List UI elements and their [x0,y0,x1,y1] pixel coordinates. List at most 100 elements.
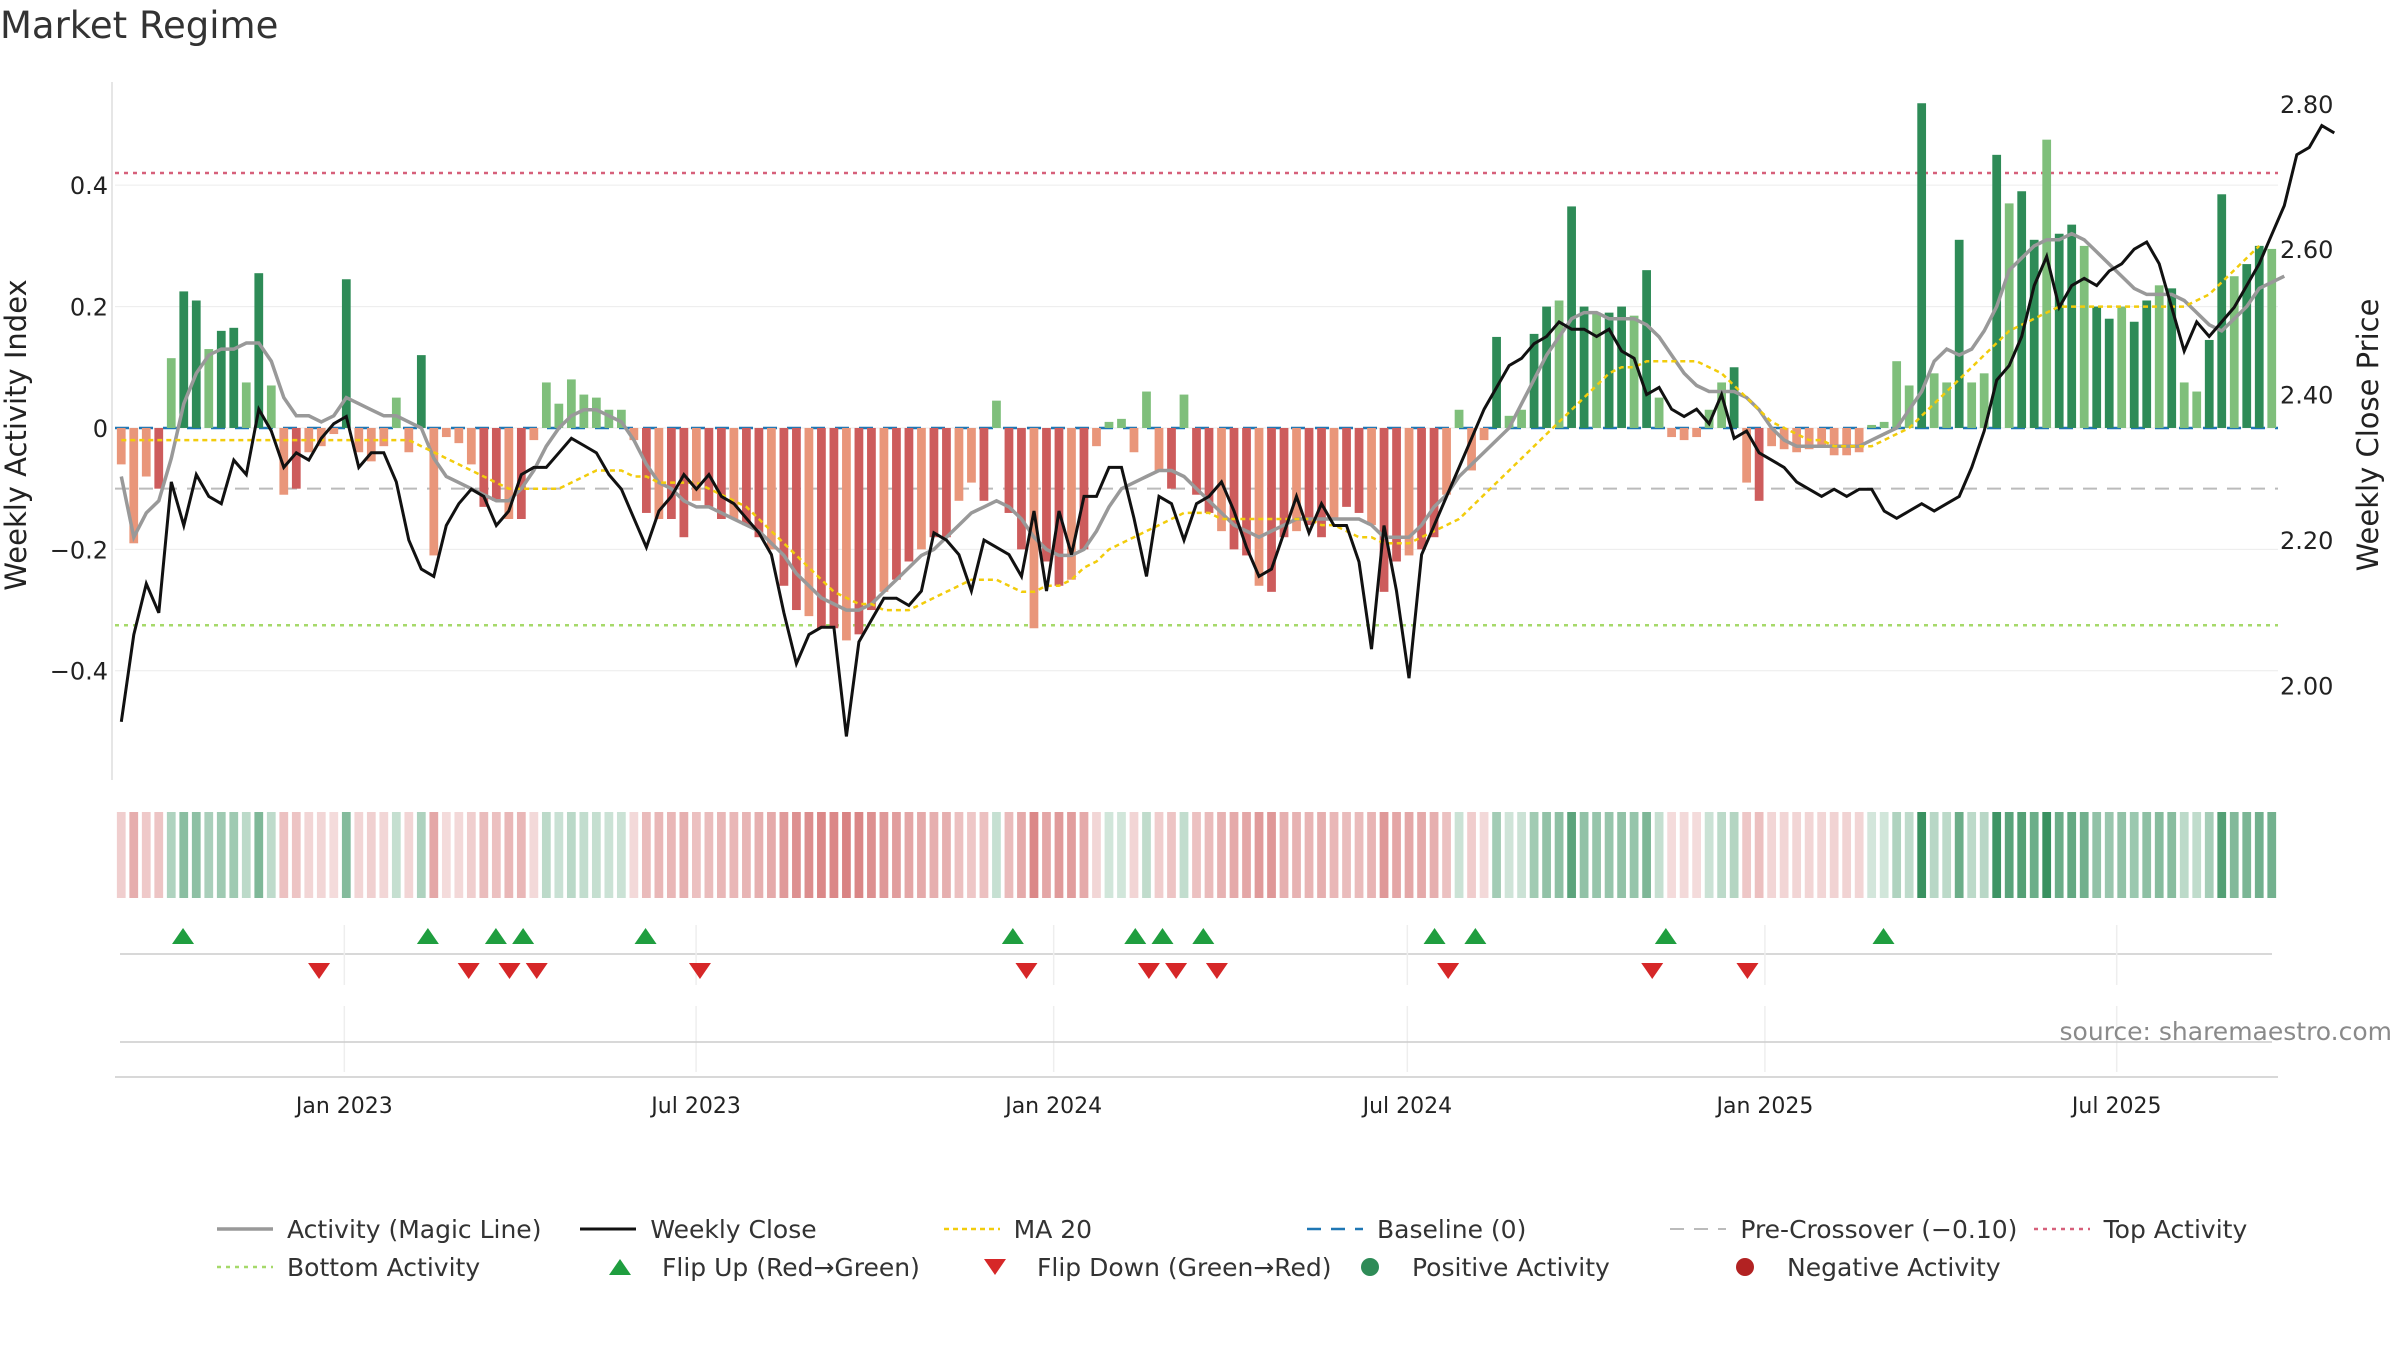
regime-cell [491,812,501,898]
regime-cell [566,812,576,898]
activity-bar [591,397,601,428]
regime-cell [1979,812,1989,898]
activity-bar [1292,427,1301,532]
regime-cell [2079,812,2089,898]
legend-symbol-icon [984,1259,1006,1275]
activity-bar [2129,321,2139,428]
regime-cell [1217,812,1226,898]
activity-bar [566,379,576,428]
legend-item: Weekly Close [578,1215,941,1244]
regime-cell [1804,812,1814,898]
activity-bar [1829,427,1839,456]
activity-bar [1879,421,1889,428]
activity-bar [2042,139,2052,428]
legend-symbol [215,1219,275,1239]
regime-cell [1354,812,1364,898]
activity-bar [1092,427,1101,447]
activity-bar [1517,409,1526,428]
legend-symbol [1340,1257,1400,1277]
activity-bar [1117,418,1126,428]
regime-cell [1017,812,1026,898]
y-axis-label: Weekly Activity Index [0,279,33,590]
legend-symbol [590,1257,650,1277]
regime-cell [579,812,589,898]
regime-cell [2204,812,2214,898]
regime-cell [2067,812,2077,898]
regime-cell [216,812,226,898]
activity-bar [391,397,401,428]
activity-bar [1754,427,1764,501]
regime-cell [717,812,726,898]
activity-bar [2092,306,2102,428]
regime-cell [366,812,376,898]
activity-bar [704,427,714,507]
flip-down-marker [1641,963,1664,979]
activity-bar [2167,288,2177,428]
activity-bar [1967,382,1977,428]
flip-down-marker [525,963,548,979]
legend-symbol-icon [1361,1258,1379,1276]
regime-cell [191,812,201,898]
regime-cell [1829,812,1839,898]
activity-bar [1442,427,1451,495]
activity-bar [1729,367,1739,428]
activity-bar [1042,427,1051,562]
activity-bar [416,355,426,428]
activity-bar [2217,194,2227,428]
regime-cell [379,812,389,898]
regime-cell [1129,812,1139,898]
flip-down-marker [688,963,711,979]
y2-tick-label: 2.80 [2280,91,2333,119]
regime-cell [1154,812,1164,898]
x-tick-label: Jul 2024 [1361,1094,1453,1119]
flip-up-marker [1151,928,1174,944]
regime-cell [1592,812,1601,898]
regime-cell [2217,812,2227,898]
regime-cell [1142,812,1151,898]
legend-symbol [1305,1219,1365,1239]
regime-cell [729,812,739,898]
activity-bar [1179,394,1189,428]
activity-bar [817,427,826,629]
regime-cell [1067,812,1076,898]
activity-bar [717,427,726,520]
activity-bar [1329,427,1339,520]
legend-item: Baseline (0) [1305,1215,1668,1244]
activity-bar [1167,427,1176,489]
activity-bar [641,427,651,513]
legend-label: Pre-Crossover (−0.10) [1740,1214,2018,1244]
regime-cell [1004,812,1014,898]
flip-up-marker [1423,928,1446,944]
activity-bar [2242,264,2252,428]
regime-cell [279,812,289,898]
regime-cell [1792,812,1802,898]
activity-bar [1667,427,1676,438]
regime-cell [2254,812,2264,898]
ma20-line [121,245,2261,612]
regime-cell [1442,812,1451,898]
activity-bar [1354,427,1364,513]
regime-cell [1629,812,1639,898]
activity-bar [454,427,464,444]
x-tick-label: Jan 2023 [294,1094,393,1119]
activity-bar [1217,427,1226,532]
activity-bar [942,427,951,538]
legend-item: Negative Activity [1715,1253,2090,1282]
activity-bar [166,358,176,428]
regime-cell [554,812,564,898]
activity-bar [829,427,839,629]
regime-cell [1029,812,1039,898]
flip-up-marker [1124,928,1147,944]
legend-label: Weekly Close [650,1214,817,1244]
activity-bar [779,427,789,586]
regime-cell [2004,812,2014,898]
activity-bar [1142,391,1151,428]
activity-bar [1542,306,1551,428]
activity-bar [1792,427,1802,453]
regime-cell [2154,812,2164,898]
flip-up-marker [1654,928,1677,944]
regime-cell [704,812,714,898]
activity-bar [491,427,501,501]
activity-bar [1717,382,1726,428]
regime-cell [1767,812,1777,898]
